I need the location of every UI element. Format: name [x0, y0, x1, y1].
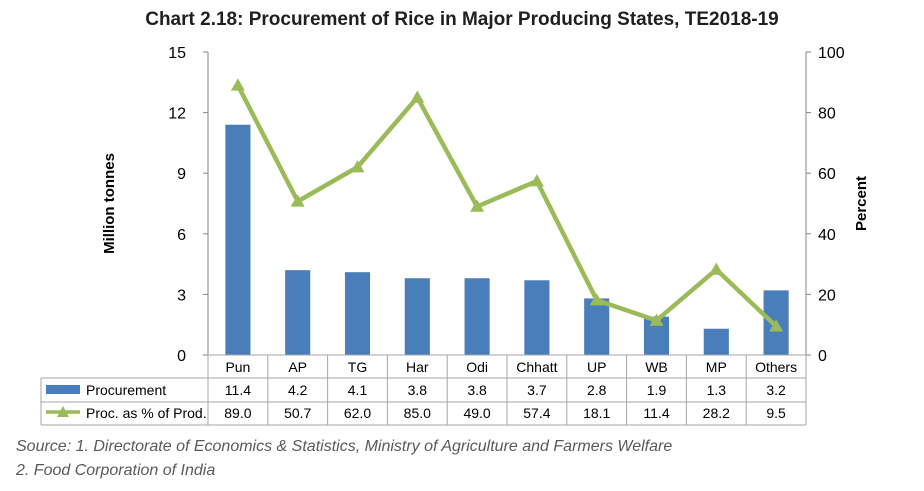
y-tick-label: 3 — [177, 287, 186, 304]
table-value-proc-pct: 18.1 — [583, 405, 610, 421]
line-marker-pun — [230, 78, 245, 91]
x-tick-label: UP — [587, 359, 606, 375]
table-value-proc-pct: 62.0 — [344, 405, 371, 421]
table-value-proc-pct: 49.0 — [463, 405, 490, 421]
y-tick-label: 15 — [168, 45, 186, 62]
bar-up — [584, 298, 610, 355]
table-value-procurement: 3.8 — [408, 382, 428, 398]
line-marker-odi — [470, 199, 485, 212]
source-line-2: 2. Food Corporation of India — [16, 462, 216, 479]
y2-tick-label: 60 — [818, 166, 836, 183]
y-axis-title: Million tonnes — [101, 153, 118, 254]
line-marker-ap — [290, 194, 305, 207]
y2-tick-label: 20 — [818, 287, 836, 304]
table-value-procurement: 3.2 — [766, 382, 786, 398]
table-value-proc-pct: 11.4 — [643, 405, 669, 421]
line-marker-up — [589, 293, 604, 306]
table-value-proc-pct: 57.4 — [523, 405, 550, 421]
table-value-procurement: 3.8 — [467, 382, 487, 398]
table-value-proc-pct: 85.0 — [404, 405, 431, 421]
y-tick-label: 6 — [177, 227, 186, 244]
table-value-procurement: 3.7 — [527, 382, 547, 398]
legend-key-marker — [57, 406, 69, 417]
table-value-procurement: 11.4 — [225, 382, 251, 398]
y2-tick-label: 100 — [818, 45, 845, 62]
x-tick-label: Chhatt — [516, 359, 557, 375]
line-marker-chhatt — [529, 174, 544, 187]
line-marker-wb — [649, 313, 664, 326]
line-marker-har — [410, 90, 425, 103]
y2-tick-label: 80 — [818, 106, 836, 123]
y-tick-label: 9 — [177, 166, 186, 183]
chart-title: Chart 2.18: Procurement of Rice in Major… — [145, 9, 779, 30]
table-value-procurement: 4.1 — [348, 382, 368, 398]
y2-tick-label: 40 — [818, 227, 836, 244]
bar-chhatt — [524, 280, 550, 355]
y-tick-label: 12 — [168, 106, 186, 123]
table-value-proc-pct: 28.2 — [703, 405, 730, 421]
legend-label-proc-pct: Proc. as % of Prod. — [86, 405, 207, 421]
table-value-proc-pct: 50.7 — [284, 405, 311, 421]
x-tick-label: TG — [348, 359, 367, 375]
x-tick-label: Odi — [466, 359, 488, 375]
line-marker-tg — [350, 160, 365, 173]
table-value-proc-pct: 89.0 — [224, 405, 251, 421]
table-value-procurement: 2.8 — [587, 382, 607, 398]
bar-odi — [464, 278, 490, 355]
legend-label-procurement: Procurement — [86, 382, 166, 398]
y-tick-label: 0 — [177, 348, 186, 365]
table-value-procurement: 1.9 — [647, 382, 667, 398]
x-tick-label: MP — [706, 359, 727, 375]
bar-pun — [225, 124, 251, 355]
table-value-proc-pct: 9.5 — [766, 405, 786, 421]
x-tick-label: Har — [406, 359, 429, 375]
y2-axis-title: Percent — [853, 176, 870, 231]
line-marker-mp — [709, 262, 724, 275]
x-tick-label: AP — [288, 359, 307, 375]
source-line-1: Source: 1. Directorate of Economics & St… — [16, 438, 673, 455]
table-value-procurement: 4.2 — [288, 382, 308, 398]
y2-tick-label: 0 — [818, 348, 827, 365]
series-line — [235, 84, 778, 328]
x-tick-label: Pun — [225, 359, 250, 375]
table-value-procurement: 1.3 — [707, 382, 727, 398]
bar-har — [404, 278, 430, 355]
x-tick-label: WB — [645, 359, 668, 375]
bar-ap — [285, 270, 311, 355]
bar-mp — [703, 328, 729, 355]
bar-tg — [344, 272, 371, 355]
line-marker-others — [769, 319, 784, 332]
x-tick-label: Others — [755, 359, 797, 375]
legend-key-procurement — [46, 385, 80, 394]
